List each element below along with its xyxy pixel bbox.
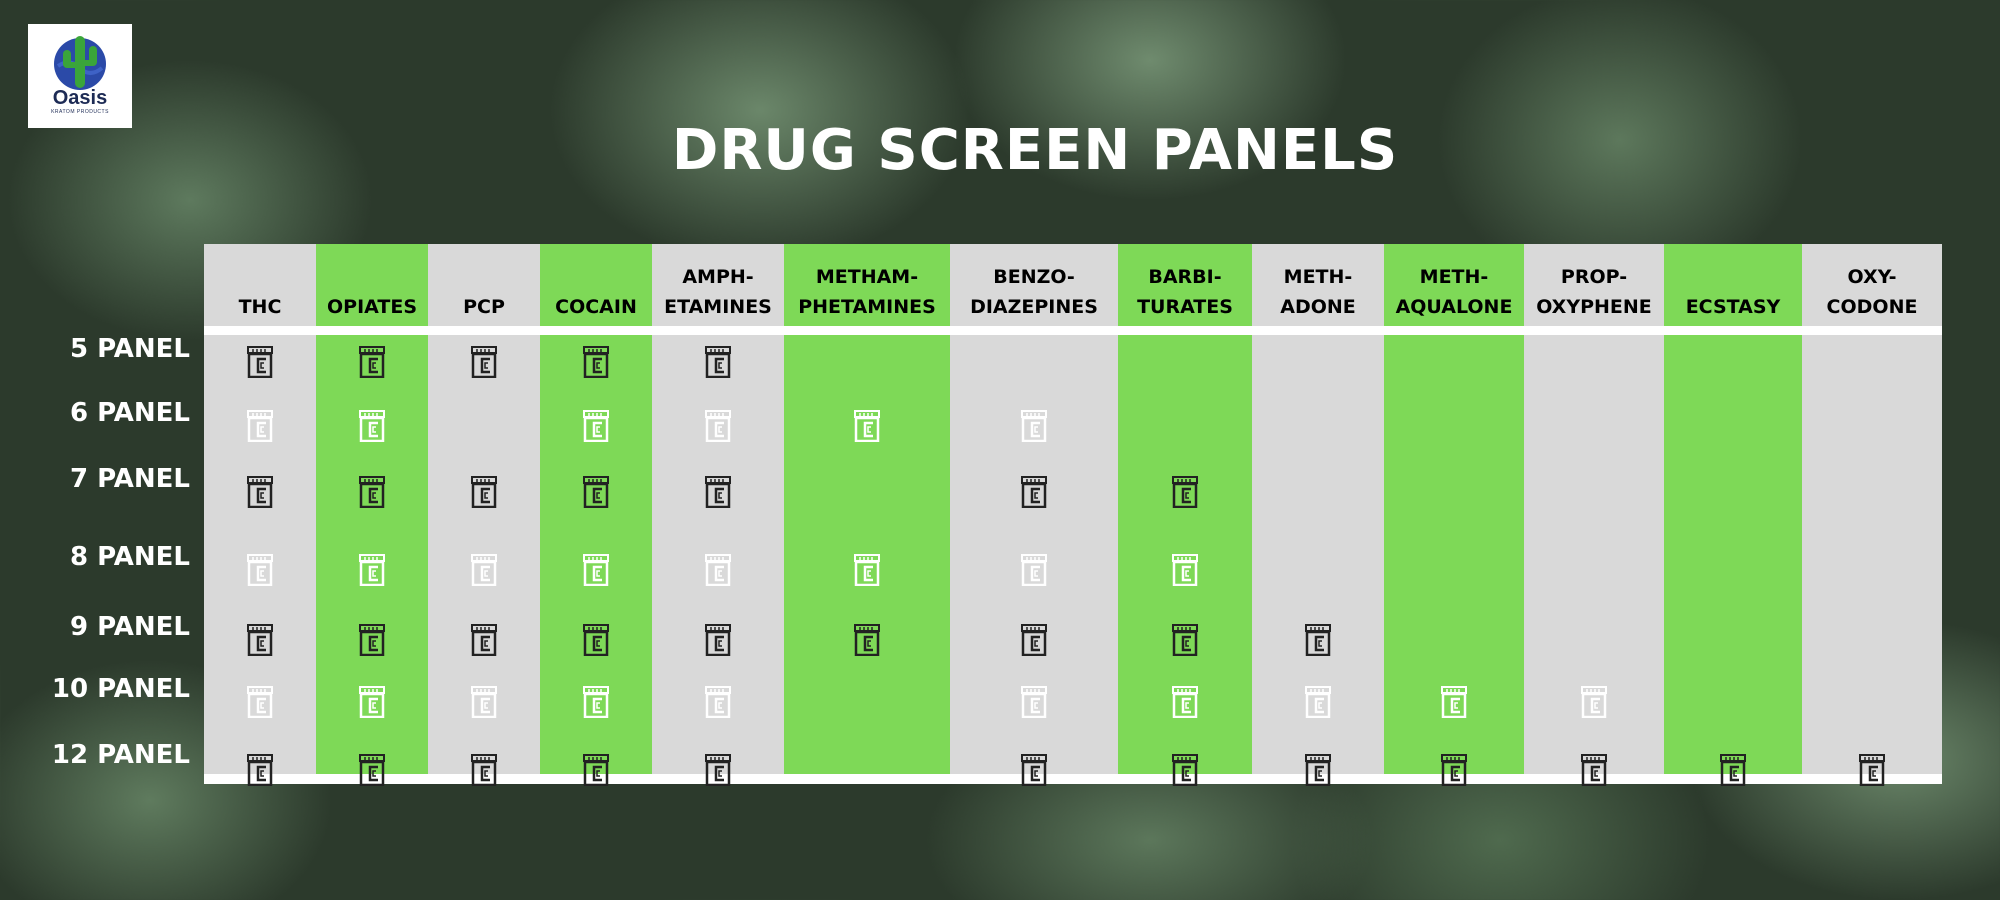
specimen-cup-icon <box>1580 754 1608 787</box>
specimen-cup-icon <box>246 410 274 443</box>
specimen-cup-icon <box>470 554 498 587</box>
column-12: OXY- CODONE <box>1802 244 1942 774</box>
column-header: COCAIN <box>555 296 637 318</box>
row-label: 5 PANEL <box>69 334 190 364</box>
specimen-cup-icon <box>358 476 386 509</box>
row-label: 8 PANEL <box>69 542 190 572</box>
column-header: METH- ADONE <box>1280 266 1356 318</box>
row-label: 10 PANEL <box>51 674 190 704</box>
column-5: METHAM- PHETAMINES <box>784 244 950 774</box>
specimen-cup-icon <box>470 624 498 657</box>
column-header: PCP <box>463 296 505 318</box>
specimen-cup-icon <box>704 410 732 443</box>
specimen-cup-icon <box>853 624 881 657</box>
specimen-cup-icon <box>246 346 274 379</box>
row-label: 7 PANEL <box>69 464 190 494</box>
specimen-cup-icon <box>704 624 732 657</box>
column-header: OPIATES <box>327 296 417 318</box>
specimen-cup-icon <box>1020 754 1048 787</box>
logo: Oasis KRATOM PRODUCTS <box>28 24 132 128</box>
specimen-cup-icon <box>582 410 610 443</box>
specimen-cup-icon <box>853 410 881 443</box>
specimen-cup-icon <box>358 346 386 379</box>
specimen-cup-icon <box>470 686 498 719</box>
column-header: BARBI- TURATES <box>1137 266 1233 318</box>
column-header: THC <box>238 296 282 318</box>
specimen-cup-icon <box>1171 686 1199 719</box>
row-label: 9 PANEL <box>69 612 190 642</box>
column-header: PROP- OXYPHENE <box>1536 266 1652 318</box>
column-header: METH- AQUALONE <box>1395 266 1513 318</box>
column-header: BENZO- DIAZEPINES <box>970 266 1098 318</box>
specimen-cup-icon <box>358 754 386 787</box>
column-header: METHAM- PHETAMINES <box>798 266 936 318</box>
specimen-cup-icon <box>853 554 881 587</box>
specimen-cup-icon <box>358 686 386 719</box>
cactus-globe-icon <box>54 36 106 90</box>
specimen-cup-icon <box>470 754 498 787</box>
specimen-cup-icon <box>582 476 610 509</box>
specimen-cup-icon <box>1304 754 1332 787</box>
column-11: ECSTASY <box>1664 244 1802 774</box>
specimen-cup-icon <box>246 624 274 657</box>
row-label: 12 PANEL <box>51 740 190 770</box>
page-title: DRUG SCREEN PANELS <box>671 118 1399 183</box>
specimen-cup-icon <box>1020 554 1048 587</box>
specimen-cup-icon <box>582 754 610 787</box>
specimen-cup-icon <box>1020 686 1048 719</box>
specimen-cup-icon <box>1020 410 1048 443</box>
specimen-cup-icon <box>470 346 498 379</box>
specimen-cup-icon <box>1858 754 1886 787</box>
specimen-cup-icon <box>1171 624 1199 657</box>
specimen-cup-icon <box>246 554 274 587</box>
specimen-cup-icon <box>246 476 274 509</box>
specimen-cup-icon <box>1171 554 1199 587</box>
specimen-cup-icon <box>704 476 732 509</box>
specimen-cup-icon <box>1171 476 1199 509</box>
specimen-cup-icon <box>1719 754 1747 787</box>
specimen-cup-icon <box>1020 624 1048 657</box>
specimen-cup-icon <box>582 346 610 379</box>
specimen-cup-icon <box>582 554 610 587</box>
drug-panel-table: THC OPIATES PCP COCAIN AMPH- ETAMINES METHAM-… <box>204 244 1942 787</box>
specimen-cup-icon <box>582 686 610 719</box>
specimen-cup-icon <box>470 476 498 509</box>
specimen-cup-icon <box>358 624 386 657</box>
specimen-cup-icon <box>704 346 732 379</box>
column-header: OXY- CODONE <box>1826 266 1918 318</box>
specimen-cup-icon <box>704 686 732 719</box>
column-header: AMPH- ETAMINES <box>664 266 772 318</box>
specimen-cup-icon <box>1304 686 1332 719</box>
logo-tagline: KRATOM PRODUCTS <box>51 109 109 115</box>
specimen-cup-icon <box>704 754 732 787</box>
specimen-cup-icon <box>1171 754 1199 787</box>
specimen-cup-icon <box>1020 476 1048 509</box>
specimen-cup-icon <box>358 410 386 443</box>
specimen-cup-icon <box>582 624 610 657</box>
column-header: ECSTASY <box>1685 296 1781 318</box>
specimen-cup-icon <box>1580 686 1608 719</box>
logo-name: Oasis <box>52 87 108 109</box>
specimen-cup-icon <box>358 554 386 587</box>
row-label: 6 PANEL <box>69 398 190 428</box>
specimen-cup-icon <box>246 754 274 787</box>
specimen-cup-icon <box>1440 686 1468 719</box>
header-divider <box>204 326 1942 335</box>
specimen-cup-icon <box>1440 754 1468 787</box>
specimen-cup-icon <box>246 686 274 719</box>
specimen-cup-icon <box>704 554 732 587</box>
specimen-cup-icon <box>1304 624 1332 657</box>
